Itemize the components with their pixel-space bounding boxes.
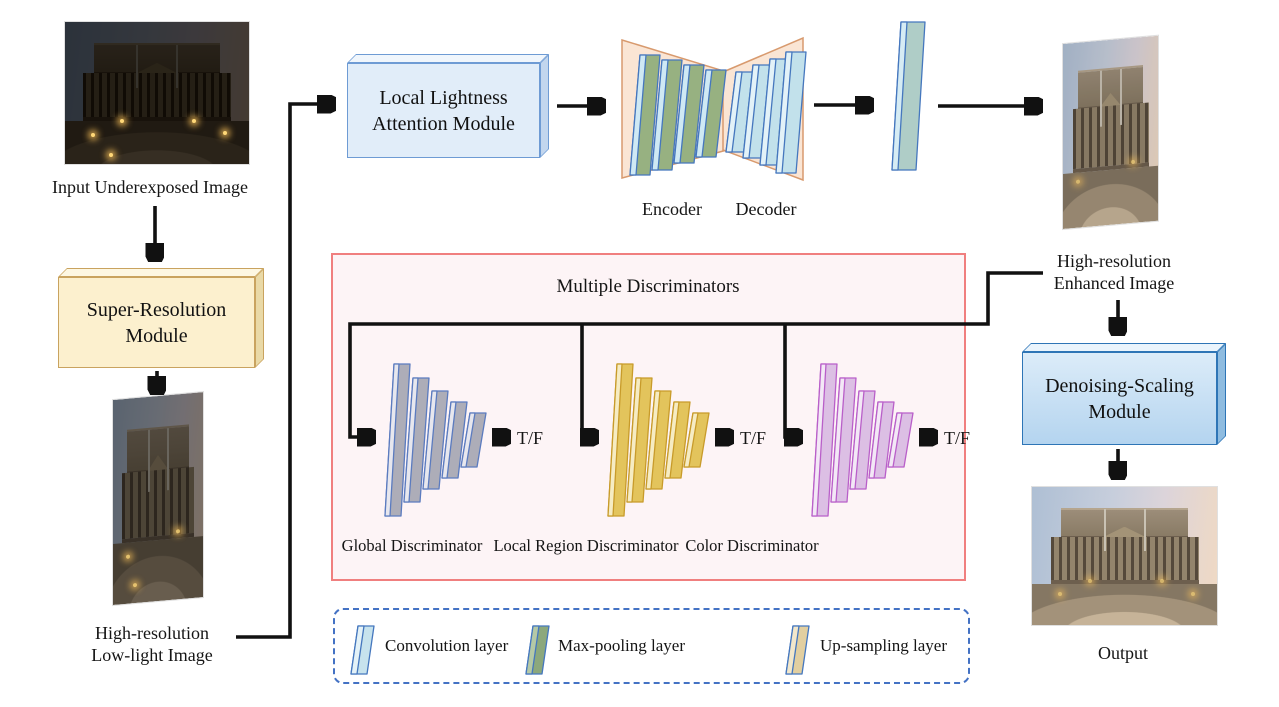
global-discriminator-icon [384,363,487,517]
low-light-image-label: High-resolution Low-light Image [91,622,212,666]
decoder-label: Decoder [735,199,797,219]
global-discriminator-label: Global Discriminator [341,536,483,555]
high-resolution-low-light-image [113,392,203,605]
output-image-label: Output [1097,643,1149,663]
denoising-scaling-module: Denoising-Scaling Module [1022,352,1217,445]
conv-output-layer-icon [891,21,926,171]
sr-module-label-line1: Super-Resolution [86,298,227,321]
up-sampling-layer-icon [785,625,810,675]
low-light-label-line2: Low-light Image [91,645,213,665]
photo-scene [1063,35,1158,229]
llam-label-line1: Local Lightness [379,86,508,109]
input-underexposed-image [65,22,249,164]
encoder-label: Encoder [642,199,702,219]
high-resolution-enhanced-image [1063,35,1158,229]
connector-enhanced-to-discriminators [348,271,1043,437]
denoise-label-line1: Denoising-Scaling [1045,374,1194,397]
enhanced-label-line2: Enhanced Image [1053,273,1175,293]
connector-lowlight-to-llam [236,104,333,639]
input-image-label: Input Underexposed Image [52,177,248,197]
super-resolution-module: Super-Resolution Module [58,277,255,368]
convolution-layer-label: Convolution layer [385,636,509,655]
encoder-decoder-icon [621,21,926,182]
denoise-label-line2: Module [1088,400,1151,423]
output-image [1032,487,1217,625]
max-pooling-layer-icon [525,625,550,675]
low-light-label-line1: High-resolution [95,623,209,643]
up-sampling-layer-label: Up-sampling layer [820,636,947,655]
legend-panel [333,608,970,684]
decoder-layers [725,51,807,174]
max-pooling-layer-label: Max-pooling layer [558,636,685,655]
local-region-discriminator-icon [607,363,710,517]
color-discriminator-label: Color Discriminator [685,536,819,555]
encoder-layers [629,54,727,176]
photo-scene [1032,487,1217,625]
local-region-discriminator-label: Local Region Discriminator [493,536,679,555]
drop-local-discriminator [582,324,596,437]
enhanced-label-line1: High-resolution [1057,251,1171,271]
llam-label-line2: Attention Module [372,112,515,135]
enhanced-image-label: High-resolution Enhanced Image [1054,250,1174,294]
global-discriminator-output: T/F [517,428,544,448]
color-discriminator-output: T/F [944,428,971,448]
drop-color-discriminator [783,324,800,437]
color-discriminator-icon [811,363,914,517]
local-lightness-attention-module: Local Lightness Attention Module [347,63,540,158]
sr-module-label-line2: Module [125,324,188,347]
photo-scene [113,392,203,605]
convolution-layer-icon [350,625,375,675]
photo-scene [65,22,249,164]
multiple-discriminators-title: Multiple Discriminators [556,276,740,297]
local-discriminator-output: T/F [740,428,767,448]
